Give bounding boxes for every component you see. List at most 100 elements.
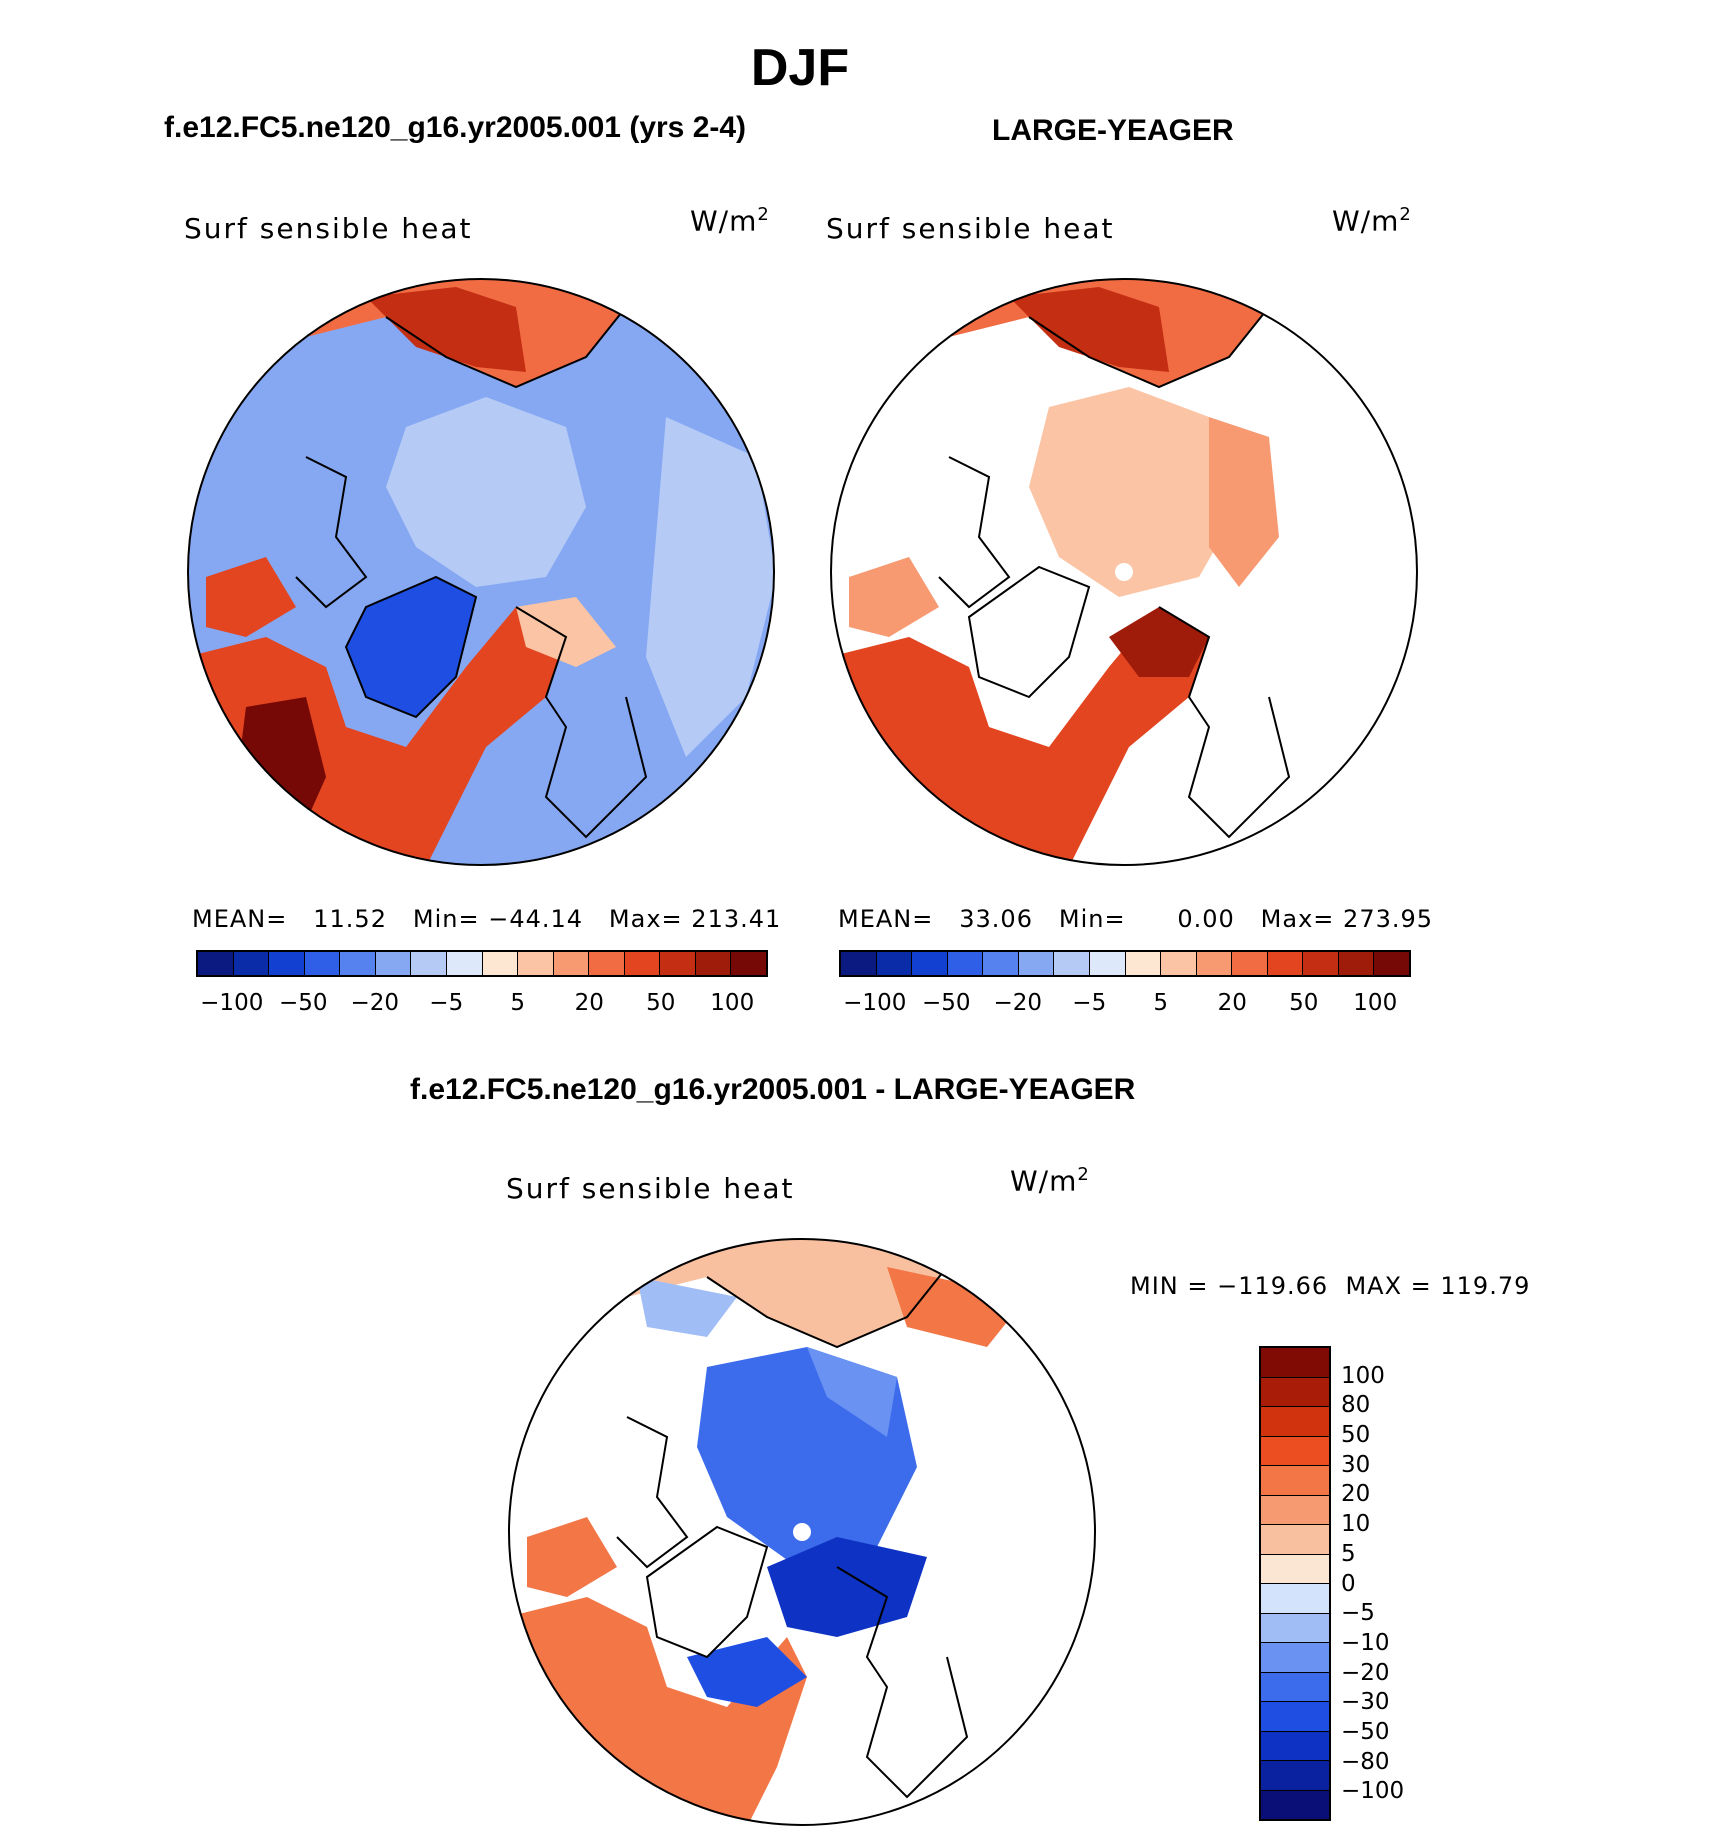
colorbar-obs-ticks: −100 −50 −20 −5 5 20 50 100 xyxy=(839,990,1411,1020)
map-field-atlantic-cool xyxy=(687,1637,807,1707)
colorbar-swatch xyxy=(1261,1465,1329,1495)
colorbar-swatch xyxy=(1261,1671,1329,1701)
coastline-greenland xyxy=(344,575,478,719)
coastline-asia xyxy=(706,1266,948,1349)
colorbar-tick-label: −80 xyxy=(1341,1748,1390,1775)
colorbar-swatch xyxy=(1261,1612,1329,1642)
colorbar-swatch xyxy=(1266,952,1303,975)
colorbar-swatch xyxy=(1261,1553,1329,1583)
mean-label: MEAN= xyxy=(838,905,934,933)
colorbar-swatch xyxy=(982,952,1018,975)
colorbar-tick-label: 100 xyxy=(1353,990,1398,1016)
colorbar-tick-label: 20 xyxy=(574,990,604,1016)
colorbar-tick-label: 80 xyxy=(1341,1392,1371,1419)
map-field-atlantic-deep xyxy=(1109,607,1209,677)
pole-marker xyxy=(1115,563,1133,581)
map-diff xyxy=(508,1238,1096,1826)
units-exponent: 2 xyxy=(1399,204,1412,225)
colorbar-swatch xyxy=(623,952,660,975)
colorbar-swatch xyxy=(911,952,947,975)
map-field-north-deep xyxy=(1009,287,1169,372)
colorbar-swatch xyxy=(552,952,589,975)
colorbar-swatch xyxy=(445,952,482,975)
colorbar-swatch xyxy=(1124,952,1161,975)
colorbar-tick-label: 50 xyxy=(1289,990,1319,1016)
map-field-eurasia xyxy=(546,657,646,837)
map-field-northeast-warm xyxy=(887,1267,1027,1347)
colorbar-tick-label: −30 xyxy=(1341,1689,1390,1716)
max-label: Max= xyxy=(608,905,683,933)
mean-value: 11.52 xyxy=(313,905,387,933)
colorbar-swatch xyxy=(1261,1348,1329,1377)
coastline-europe xyxy=(1158,606,1291,839)
map-field-labrador xyxy=(527,1517,617,1597)
coastline-asia xyxy=(1028,306,1270,389)
colorbar-tick-label: 5 xyxy=(510,990,526,1016)
map-border xyxy=(830,278,1418,866)
colorbar-tick-label: 10 xyxy=(1341,1511,1371,1538)
colorbar-swatch xyxy=(1261,1583,1329,1613)
colorbar-swatch xyxy=(410,952,446,975)
panel-model-variable-label: Surf sensible heat xyxy=(184,212,473,245)
min-label: Min= xyxy=(412,905,480,933)
map-field-labrador xyxy=(206,557,296,637)
colorbar-tick-label: 100 xyxy=(1341,1362,1385,1389)
panel-model-units: W/m2 xyxy=(690,204,770,237)
units-exponent: 2 xyxy=(1077,1164,1090,1185)
colorbar-swatch xyxy=(268,952,304,975)
colorbar-swatch xyxy=(841,952,876,975)
colorbar-swatch xyxy=(946,952,983,975)
colorbar-tick-label: −5 xyxy=(1341,1600,1375,1627)
colorbar-tick-label: −20 xyxy=(1341,1659,1390,1686)
colorbar-swatch xyxy=(1053,952,1089,975)
max-value: 213.41 xyxy=(691,905,782,933)
colorbar-swatch xyxy=(1017,952,1054,975)
colorbar-swatch xyxy=(588,952,624,975)
map-border xyxy=(187,278,775,866)
colorbar-tick-label: 5 xyxy=(1341,1540,1356,1567)
colorbar-tick-label: 5 xyxy=(1153,990,1169,1016)
panel-obs-units: W/m2 xyxy=(1332,204,1412,237)
colorbar-swatch xyxy=(1160,952,1196,975)
units-base: W/m xyxy=(690,204,758,238)
panel-diff-minmax: MIN = −119.66 MAX = 119.79 xyxy=(1130,1272,1531,1300)
colorbar-diff xyxy=(1259,1346,1331,1821)
colorbar-tick-label: −100 xyxy=(1341,1778,1405,1805)
panel-obs-stats: MEAN= 33.06 Min= 0.00 Max= 273.95 xyxy=(838,905,1433,933)
map-model xyxy=(187,278,775,866)
mean-value: 33.06 xyxy=(959,905,1033,933)
colorbar-swatch xyxy=(1231,952,1267,975)
colorbar-tick-label: −50 xyxy=(921,990,971,1016)
map-field-arctic-light xyxy=(807,1347,897,1437)
map-field-arctic-central xyxy=(1029,387,1239,597)
pole-marker xyxy=(793,1523,811,1541)
colorbar-swatch xyxy=(1261,1494,1329,1524)
panel-model-header: f.e12.FC5.ne120_g16.yr2005.001 (yrs 2-4) xyxy=(164,111,747,144)
map-field-greenland xyxy=(346,577,476,717)
coastline-greenland xyxy=(967,565,1091,699)
map-field-north-deep xyxy=(366,287,526,372)
coastline-canada xyxy=(616,1416,689,1569)
colorbar-swatch xyxy=(1302,952,1338,975)
map-field-greenland-mask xyxy=(647,1527,767,1657)
map-field-east-arctic xyxy=(1209,417,1279,587)
panel-obs-header: LARGE-YEAGER xyxy=(992,114,1234,147)
coastline-greenland xyxy=(645,1525,769,1659)
colorbar-swatch xyxy=(1261,1524,1329,1554)
colorbar-swatch xyxy=(1261,1760,1329,1790)
min-value: 0.00 xyxy=(1177,905,1235,933)
coastline-europe xyxy=(836,1566,969,1799)
colorbar-tick-label: −50 xyxy=(1341,1718,1390,1745)
map-field-east-light xyxy=(646,417,774,757)
colorbar-swatch xyxy=(694,952,731,975)
colorbar-tick-label: 30 xyxy=(1341,1451,1371,1478)
colorbar-tick-label: −5 xyxy=(429,990,464,1016)
units-exponent: 2 xyxy=(757,204,770,225)
panel-diff-header: f.e12.FC5.ne120_g16.yr2005.001 - LARGE-Y… xyxy=(410,1073,1136,1106)
colorbar-swatch xyxy=(875,952,912,975)
colorbar-swatch xyxy=(1261,1642,1329,1672)
colorbar-tick-label: −5 xyxy=(1072,990,1107,1016)
colorbar-tick-label: −100 xyxy=(200,990,264,1016)
panel-obs-variable-label: Surf sensible heat xyxy=(826,212,1115,245)
colorbar-tick-label: −20 xyxy=(993,990,1043,1016)
